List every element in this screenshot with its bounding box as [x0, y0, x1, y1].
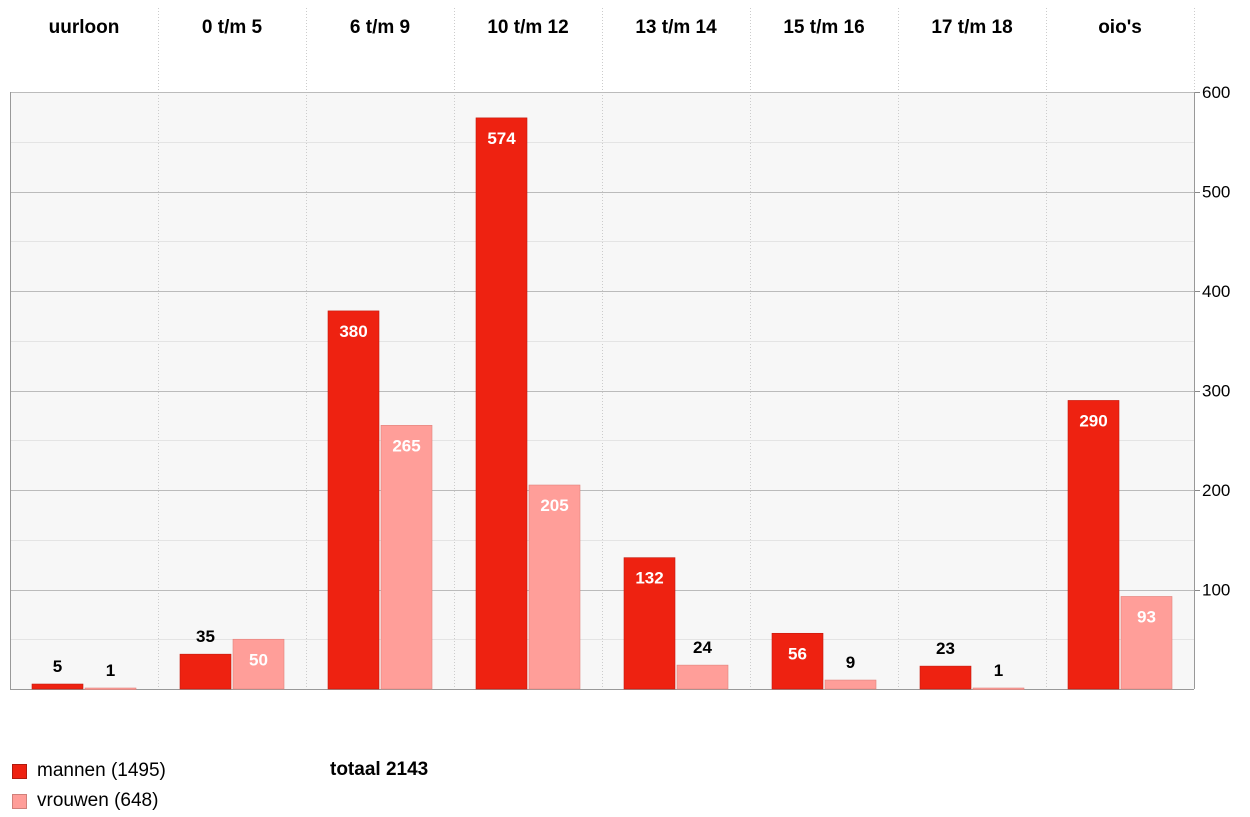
bar-vrouwen: [972, 687, 1025, 690]
category-label: 10 t/m 12: [487, 17, 568, 38]
y-tick-label: 200: [1202, 481, 1230, 500]
y-tick-label: 600: [1202, 83, 1230, 102]
category-label: 6 t/m 9: [350, 17, 410, 38]
data-label: 265: [392, 436, 420, 455]
category-label: 15 t/m 16: [783, 17, 864, 38]
legend-item-mannen: mannen (1495): [12, 756, 166, 786]
data-label: 24: [693, 638, 712, 657]
bar-mannen: [179, 653, 232, 690]
legend-label-mannen: mannen (1495): [37, 760, 166, 781]
bar-vrouwen: [676, 664, 729, 690]
bar-mannen: [327, 310, 380, 690]
data-label: 1: [994, 661, 1003, 680]
category-label: uurloon: [49, 17, 120, 38]
data-label: 5: [53, 657, 62, 676]
total-label: totaal 2143: [330, 759, 429, 780]
bar-mannen: [919, 665, 972, 690]
data-label: 50: [249, 650, 268, 669]
data-label: 205: [540, 496, 568, 515]
y-tick-label: 400: [1202, 282, 1230, 301]
legend: mannen (1495) vrouwen (648): [12, 756, 166, 816]
data-label: 93: [1137, 607, 1156, 626]
category-label: 0 t/m 5: [202, 17, 263, 38]
legend-swatch-vrouwen: [12, 793, 27, 809]
bar-vrouwen: [824, 679, 877, 690]
legend-label-vrouwen: vrouwen (648): [37, 790, 159, 811]
bar-vrouwen: [528, 484, 581, 690]
bar-vrouwen: [84, 687, 137, 690]
bar-mannen: [623, 557, 676, 690]
data-label: 9: [846, 653, 855, 672]
bar-mannen: [475, 117, 528, 690]
y-tick-label: 500: [1202, 183, 1230, 202]
category-label: oio's: [1098, 17, 1142, 38]
bar-mannen: [771, 632, 824, 690]
bar-vrouwen: [1120, 596, 1173, 690]
data-label: 23: [936, 639, 955, 658]
data-label: 1: [106, 661, 115, 680]
bars: [31, 117, 1173, 690]
y-tick-label: 300: [1202, 382, 1230, 401]
data-label: 380: [339, 322, 367, 341]
legend-item-vrouwen: vrouwen (648): [12, 786, 166, 816]
bar-vrouwen: [232, 638, 285, 690]
category-label: 17 t/m 18: [931, 17, 1012, 38]
data-label: 290: [1079, 411, 1107, 430]
category-labels: uurloon 0 t/m 5 6 t/m 9 10 t/m 12 13 t/m 14 1…: [49, 17, 1142, 38]
y-axis-ticks: 100 200 300 400 500 600: [1202, 83, 1230, 600]
data-labels: 5 35 380 574 132 56 23 290 1 50 265 205 24 9 1 93: [53, 129, 1156, 680]
data-label: 132: [635, 569, 663, 588]
y-tick-label: 100: [1202, 581, 1230, 600]
bar-mannen: [1067, 400, 1120, 690]
data-label: 56: [788, 644, 807, 663]
bar-mannen: [31, 683, 84, 690]
bar-vrouwen: [380, 425, 433, 690]
data-label: 35: [196, 627, 215, 646]
legend-swatch-mannen: [12, 763, 27, 779]
data-label: 574: [487, 129, 516, 148]
category-label: 13 t/m 14: [635, 17, 717, 38]
